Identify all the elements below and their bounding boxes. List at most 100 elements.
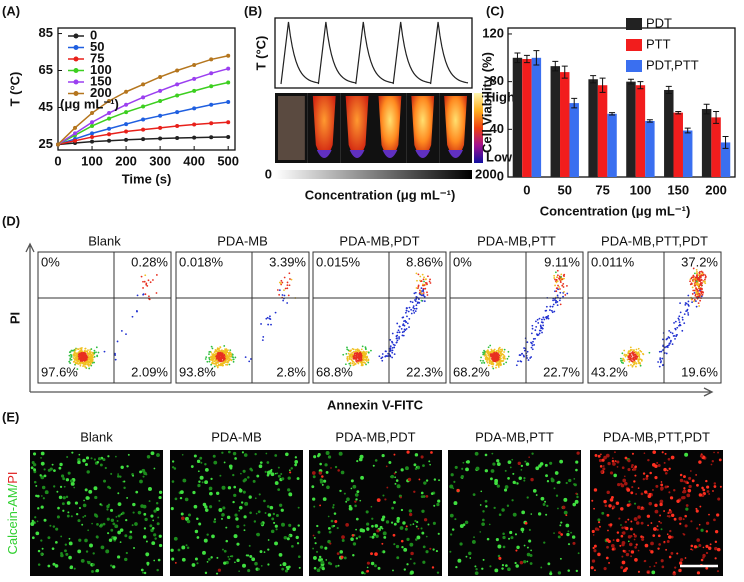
live-cell xyxy=(228,558,230,560)
event-dot xyxy=(410,301,412,303)
event-dot xyxy=(390,345,392,347)
live-cell xyxy=(175,497,178,500)
dead-cell xyxy=(591,500,593,502)
live-cell xyxy=(152,520,154,522)
live-cell xyxy=(247,569,250,572)
marker xyxy=(158,75,162,79)
live-cell xyxy=(433,505,435,507)
dead-cell xyxy=(668,491,670,493)
event-dot xyxy=(270,324,272,326)
live-cell xyxy=(92,563,95,566)
event-dot xyxy=(364,359,366,361)
panel-label: (E) xyxy=(2,409,19,424)
dead-cell xyxy=(595,454,598,457)
bar xyxy=(598,85,607,177)
marker xyxy=(192,122,196,126)
live-cell xyxy=(204,463,206,465)
live-cell xyxy=(52,547,55,550)
event-dot xyxy=(421,287,423,289)
event-dot xyxy=(426,283,428,285)
event-dot xyxy=(85,348,87,350)
event-dot xyxy=(627,359,629,361)
image-title: PDA-MB,PDT xyxy=(335,429,415,444)
dead-cell xyxy=(632,453,634,455)
live-cell xyxy=(157,522,160,525)
live-cell xyxy=(261,565,263,567)
dead-cell xyxy=(660,522,662,524)
event-dot xyxy=(422,284,424,286)
live-cell xyxy=(560,558,562,560)
dead-cell xyxy=(698,460,701,463)
dead-cell xyxy=(408,478,412,482)
live-cell xyxy=(273,522,275,524)
event-dot xyxy=(396,338,398,340)
live-cell xyxy=(295,456,297,458)
live-cell xyxy=(520,528,524,532)
dead-cell xyxy=(657,548,659,550)
event-dot xyxy=(675,335,677,337)
live-cell xyxy=(299,567,301,569)
event-dot xyxy=(362,345,364,347)
event-dot xyxy=(423,281,425,283)
live-cell xyxy=(364,572,366,574)
event-dot xyxy=(223,352,225,354)
dead-cell xyxy=(616,539,619,542)
event-dot xyxy=(148,279,150,281)
plot-title: PDA-MB,PTT,PDT xyxy=(601,233,708,248)
event-dot xyxy=(566,293,568,295)
live-cell xyxy=(524,545,526,547)
marker xyxy=(90,131,94,135)
event-dot xyxy=(429,278,431,280)
event-dot xyxy=(87,349,89,351)
event-dot xyxy=(85,364,87,366)
event-dot xyxy=(225,359,227,361)
live-cell xyxy=(130,531,133,534)
plot-title: PDA-MB,PTT xyxy=(477,233,556,248)
event-dot xyxy=(688,305,690,307)
live-cell xyxy=(356,537,358,539)
live-cell xyxy=(71,515,73,517)
live-cell xyxy=(426,536,428,538)
event-dot xyxy=(392,350,394,352)
event-dot xyxy=(669,343,671,345)
event-dot xyxy=(382,356,384,358)
event-dot xyxy=(426,291,428,293)
live-cell xyxy=(422,464,425,467)
live-cell xyxy=(115,516,117,518)
live-cell xyxy=(360,476,364,480)
event-dot xyxy=(75,352,77,354)
dead-cell xyxy=(376,529,379,532)
event-dot xyxy=(421,293,423,295)
event-dot xyxy=(284,277,286,279)
dead-cell xyxy=(627,468,630,471)
live-cell xyxy=(191,465,194,468)
live-cell xyxy=(260,462,262,464)
live-cell xyxy=(493,507,495,509)
event-dot xyxy=(419,292,421,294)
panel-label: (C) xyxy=(486,3,504,18)
dead-cell xyxy=(456,489,459,492)
live-cell xyxy=(267,563,269,565)
marker xyxy=(124,138,128,142)
dead-cell xyxy=(669,509,671,511)
event-dot xyxy=(286,287,288,289)
event-dot xyxy=(539,330,541,332)
event-dot xyxy=(670,331,672,333)
panel-label: (B) xyxy=(244,3,262,18)
event-dot xyxy=(629,350,631,352)
event-dot xyxy=(692,281,694,283)
event-dot xyxy=(698,302,700,304)
marker xyxy=(73,126,77,130)
event-dot xyxy=(211,353,213,355)
marker xyxy=(192,89,196,93)
live-cell xyxy=(53,525,55,527)
live-cell xyxy=(494,481,498,485)
live-cell xyxy=(232,474,234,476)
live-cell xyxy=(323,480,326,483)
dead-cell xyxy=(600,454,602,456)
live-cell xyxy=(396,520,399,523)
live-cell xyxy=(271,517,274,520)
live-cell xyxy=(356,518,359,521)
event-dot xyxy=(412,307,414,309)
event-dot xyxy=(696,289,698,291)
